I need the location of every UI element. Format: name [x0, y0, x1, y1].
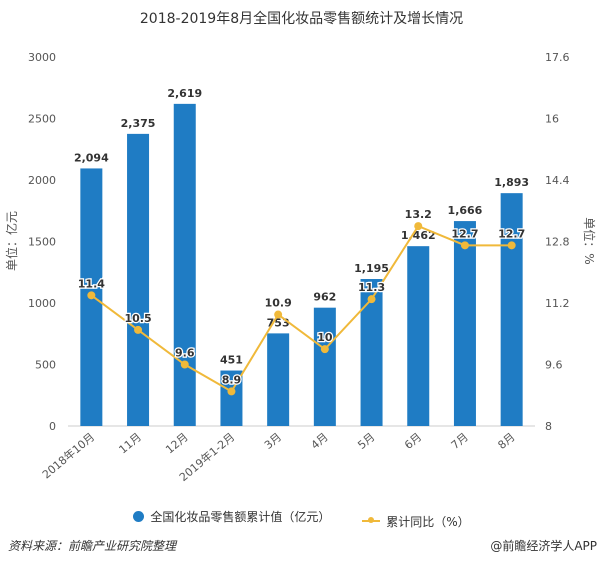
bar: [500, 193, 523, 426]
line-point: [507, 241, 516, 250]
y-tick-label: 1000: [28, 297, 56, 310]
line-label: 10: [317, 331, 333, 344]
bar-label: 1,666: [448, 204, 483, 217]
line-label: 12.7: [451, 227, 478, 240]
y-tick-label: 2500: [28, 113, 56, 126]
x-tick-label: 7月: [449, 430, 471, 452]
bar-label: 1,893: [494, 176, 529, 189]
source-note: 资料来源：前瞻产业研究院整理: [8, 539, 177, 553]
line-point: [414, 222, 423, 231]
line-point: [227, 387, 236, 396]
y2-tick-label: 12.8: [545, 236, 570, 249]
y2-tick-label: 8: [545, 420, 552, 433]
line-label: 13.2: [405, 208, 432, 221]
y2-tick-label: 16: [545, 113, 559, 126]
bar: [453, 221, 476, 426]
bar-label: 2,375: [121, 117, 156, 130]
x-tick-label: 11月: [116, 430, 144, 456]
bar: [407, 246, 430, 426]
chart-title: 2018-2019年8月全国化妆品零售额统计及增长情况: [139, 11, 464, 27]
legend-line-swatch: [362, 517, 381, 523]
y2-tick-label: 9.6: [545, 359, 563, 372]
x-tick-label: 5月: [355, 430, 377, 452]
bar-label: 962: [313, 291, 336, 304]
legend: 全国化妆品零售额累计值（亿元） 累计同比（%）: [0, 508, 603, 530]
line-point: [460, 241, 469, 250]
legend-label: 全国化妆品零售额累计值（亿元）: [150, 510, 331, 524]
y2-axis-label: 单位：%: [582, 217, 597, 264]
y2-tick-label: 17.6: [545, 51, 570, 64]
bar-label: 451: [220, 354, 243, 367]
bar: [127, 133, 150, 426]
y-tick-label: 0: [49, 420, 56, 433]
x-tick-label: 6月: [402, 430, 424, 452]
line-label: 8.9: [222, 373, 242, 386]
line-label: 11.4: [78, 277, 105, 290]
line-label: 10.5: [124, 312, 151, 325]
bar: [313, 307, 336, 426]
brand-watermark: @前瞻经济学人APP: [490, 539, 597, 553]
bar: [173, 103, 196, 426]
line-point: [274, 310, 283, 319]
line-label: 11.3: [358, 281, 385, 294]
legend-item-line[interactable]: 累计同比（%）: [362, 513, 470, 530]
y-axis-label: 单位：亿元: [4, 211, 19, 271]
y-tick-label: 500: [35, 359, 56, 372]
y2-tick-label: 14.4: [545, 174, 570, 187]
y-tick-label: 1500: [28, 236, 56, 249]
bar: [267, 333, 290, 426]
bar-label: 2,619: [167, 87, 202, 100]
line-label: 12.7: [498, 227, 525, 240]
line-label: 9.6: [175, 347, 195, 360]
x-tick-label: 3月: [262, 430, 284, 452]
line-point: [180, 360, 189, 369]
bar-label: 2,094: [74, 151, 109, 164]
line-point: [320, 345, 329, 354]
legend-bar-swatch: [133, 511, 145, 522]
legend-label: 累计同比（%）: [386, 514, 470, 529]
legend-item-bar[interactable]: 全国化妆品零售额累计值（亿元）: [133, 508, 330, 525]
x-tick-label: 4月: [309, 430, 331, 452]
y-tick-label: 3000: [28, 51, 56, 64]
line-series: [90, 224, 512, 393]
bar-label: 1,195: [354, 262, 389, 275]
line-point: [367, 295, 376, 304]
x-tick-label: 8月: [495, 430, 517, 452]
x-tick-label: 12月: [163, 430, 191, 456]
y-tick-label: 2000: [28, 174, 56, 187]
line-point: [134, 325, 143, 334]
y2-tick-label: 11.2: [545, 297, 570, 310]
line-label: 10.9: [265, 297, 292, 310]
line-point: [87, 291, 96, 300]
bar: [360, 279, 383, 426]
x-tick-label: 2018年10月: [39, 430, 97, 482]
bar: [220, 370, 243, 426]
